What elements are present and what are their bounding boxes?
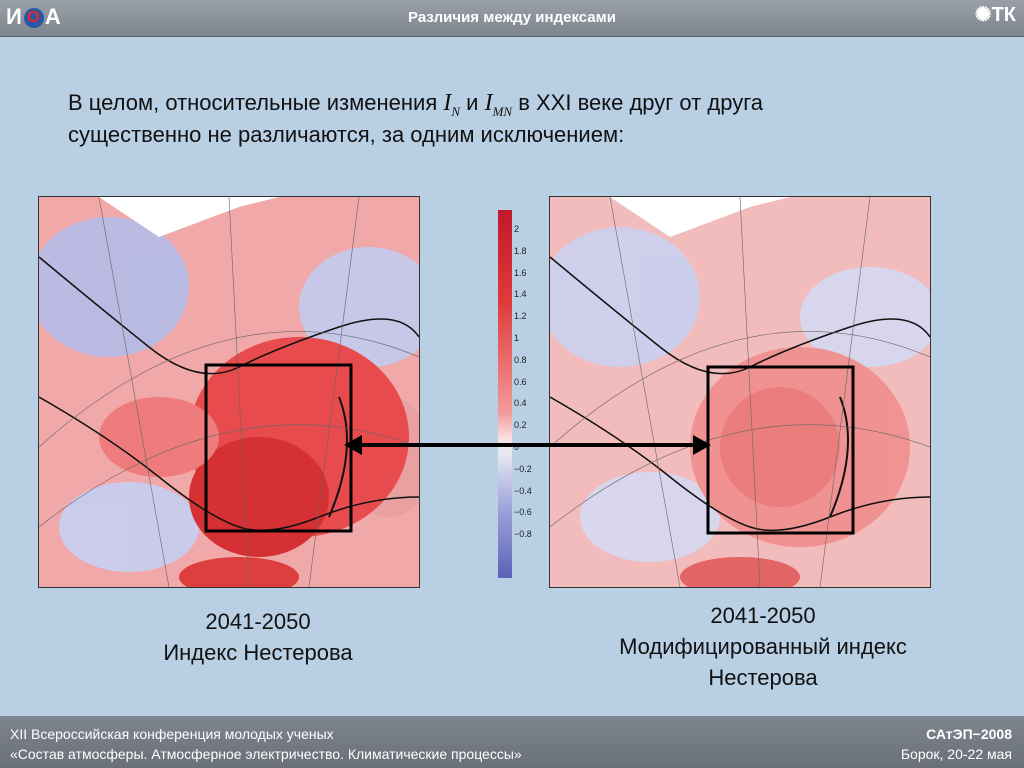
- footer-left: XII Всероссийская конференция молодых уч…: [10, 724, 522, 764]
- index-n-subscript: N: [451, 103, 461, 119]
- footer-conference: XII Всероссийская конференция молодых уч…: [10, 726, 334, 742]
- double-arrow: [344, 435, 711, 455]
- logo-letter: И: [6, 4, 23, 29]
- footer-place-date: Борок, 20-22 мая: [900, 746, 1012, 762]
- label-left: 2041-2050 Индекс Нестерова: [118, 606, 398, 668]
- footer-topic: «Состав атмосферы. Атмосферное электриче…: [10, 746, 522, 762]
- label-right-name-2: Нестерова: [708, 665, 818, 690]
- intro-line1-end: в XXI веке друг от друга: [518, 90, 763, 115]
- footer-right: САтЭП−2008 Борок, 20-22 мая: [901, 724, 1012, 764]
- index-mn-subscript: MN: [492, 103, 513, 119]
- colorbar-tick-label: 0.8: [514, 354, 527, 365]
- colorbar-tick-label: 1: [514, 333, 520, 343]
- map-right: [549, 196, 931, 588]
- map-left: [38, 196, 420, 588]
- logo-o-mark: О: [23, 8, 44, 29]
- colorbar-tick-label: 0.4: [514, 398, 527, 409]
- colorbar-tick-label: 0.2: [514, 420, 527, 431]
- colorbar-tick-label: 1.6: [514, 267, 527, 278]
- label-left-name: Индекс Нестерова: [163, 640, 353, 665]
- highlight-box-right: [706, 365, 855, 535]
- slide-title: Различия между индексами: [408, 9, 616, 26]
- map-right-canvas: [550, 197, 930, 587]
- colorbar-tick-label: −0.4: [514, 485, 532, 496]
- colorbar-tick-label: 1.4: [514, 289, 527, 300]
- label-right-name-1: Модифицированный индекс: [619, 634, 907, 659]
- logo-text: ТК: [991, 4, 1016, 26]
- label-left-period: 2041-2050: [205, 609, 311, 634]
- intro-line2: существенно не различаются, за одним иск…: [68, 121, 625, 147]
- map-left-canvas: [39, 197, 419, 587]
- intro-line1-start: В целом, относительные изменения: [68, 90, 438, 115]
- colorbar-tick-label: −0.2: [514, 463, 532, 474]
- colorbar-tick-label: −0.6: [514, 507, 532, 518]
- colorbar-tick-label: −0.8: [514, 529, 532, 540]
- index-mn-symbol: I: [484, 90, 493, 116]
- colorbar: [498, 210, 512, 578]
- index-n: IN: [443, 90, 461, 119]
- footer-event: САтЭП−2008: [926, 726, 1012, 742]
- label-right-period: 2041-2050: [710, 603, 816, 628]
- colorbar-tick-label: 1.2: [514, 311, 527, 322]
- logo-letter: А: [44, 4, 62, 29]
- tk-logo: ✺ТК: [975, 2, 1016, 27]
- footer-bar: XII Всероссийская конференция молодых уч…: [0, 716, 1024, 768]
- intro-text: В целом, относительные изменения IN и IM…: [68, 88, 968, 150]
- index-n-symbol: I: [443, 90, 452, 116]
- colorbar-tick-label: 1.8: [514, 245, 527, 256]
- colorbar-tick-label: 2: [514, 224, 520, 234]
- lightning-icon: ✺: [974, 4, 992, 26]
- index-mn: IMN: [484, 90, 513, 119]
- label-right: 2041-2050 Модифицированный индекс Нестер…: [578, 600, 948, 693]
- intro-and: и: [466, 90, 479, 115]
- colorbar-tick-label: 0.6: [514, 376, 527, 387]
